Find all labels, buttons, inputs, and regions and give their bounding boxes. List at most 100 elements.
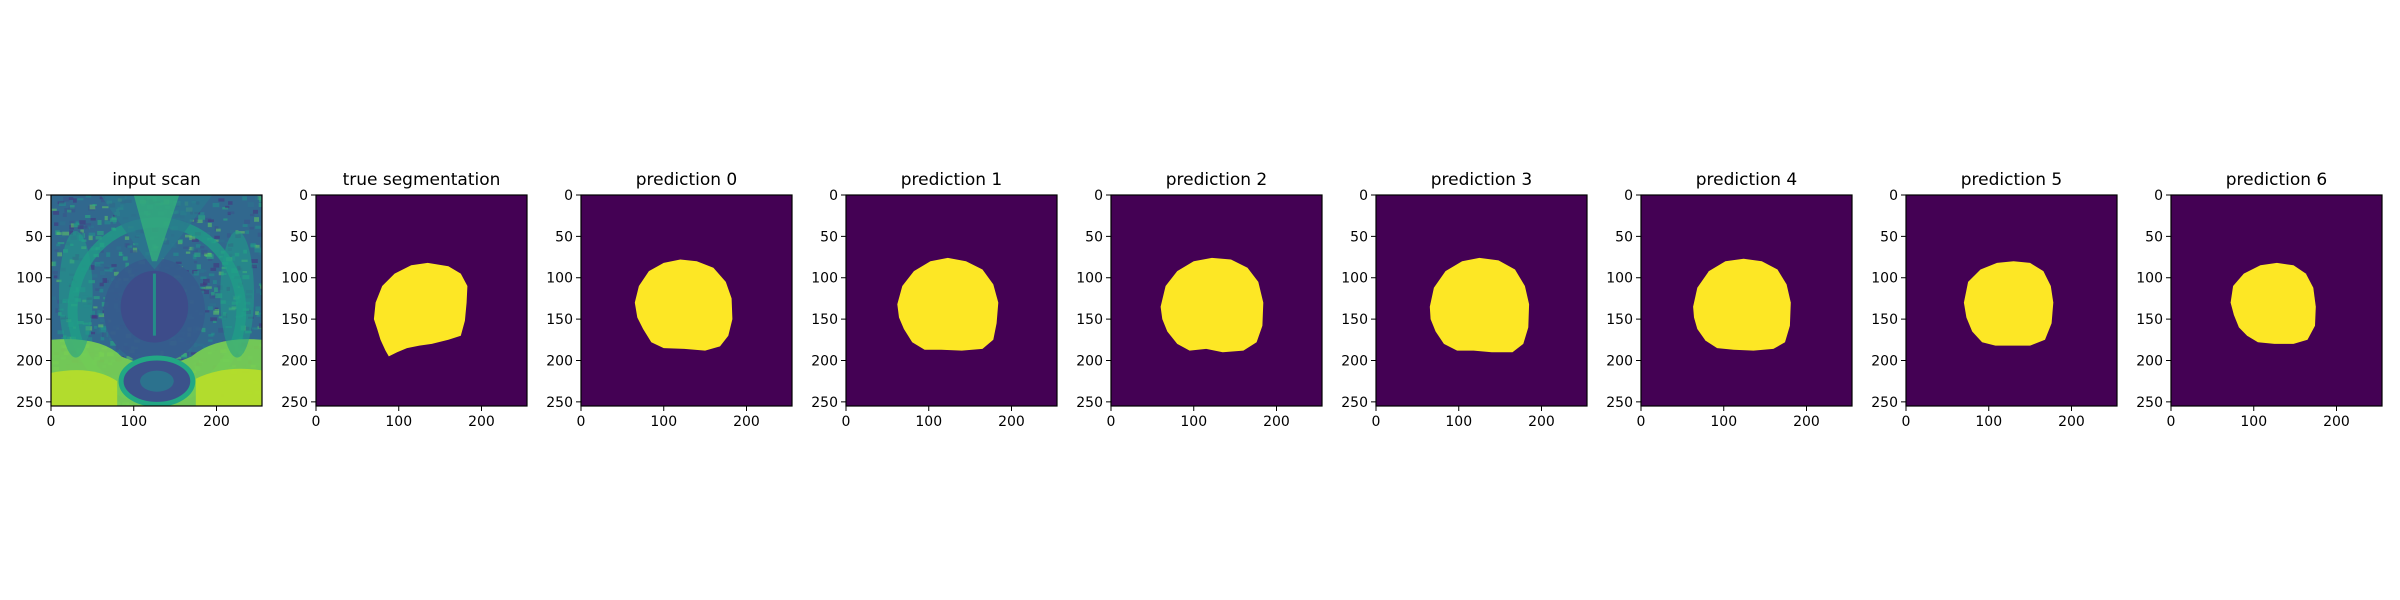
- panel-image: [1376, 195, 1587, 406]
- y-tick-label: 150: [2136, 312, 2163, 328]
- axes-frame: [1110, 194, 1323, 407]
- y-tick-label: 150: [16, 312, 43, 328]
- y-tick-label: 100: [811, 271, 838, 287]
- segmentation-mask: [2230, 262, 2316, 344]
- panel-title: prediction 1: [901, 170, 1003, 190]
- y-tick-label: 100: [1341, 271, 1368, 287]
- panel-image: [1641, 195, 1852, 406]
- y-tick-label: 250: [1341, 395, 1368, 411]
- axes-frame: [1640, 194, 1853, 407]
- x-tick-label: 200: [2058, 414, 2085, 430]
- x-tick-label: 100: [1975, 414, 2002, 430]
- panel-title: prediction 0: [636, 170, 738, 190]
- axes-frame: [2170, 194, 2383, 407]
- x-tick-label: 200: [1528, 414, 1555, 430]
- y-tick-label: 250: [2136, 395, 2163, 411]
- segmentation-mask: [1693, 258, 1791, 351]
- y-tick-label: 100: [1871, 271, 1898, 287]
- y-tick-label: 200: [2136, 353, 2163, 369]
- panel-image: [1111, 195, 1322, 406]
- y-tick-label: 100: [16, 271, 43, 287]
- panel-title: prediction 6: [2226, 170, 2328, 190]
- y-tick-label: 100: [281, 271, 308, 287]
- y-tick-label: 50: [1880, 229, 1898, 245]
- y-tick-label: 50: [1350, 229, 1368, 245]
- panel-title: prediction 4: [1696, 170, 1798, 190]
- y-tick-label: 200: [1076, 353, 1103, 369]
- y-tick-label: 200: [811, 353, 838, 369]
- segmentation-mask: [1160, 257, 1264, 353]
- y-tick-label: 250: [1076, 395, 1103, 411]
- panel-image: [1906, 195, 2117, 406]
- panel-title: prediction 5: [1961, 170, 2063, 190]
- y-tick-label: 200: [1341, 353, 1368, 369]
- x-tick-label: 100: [1180, 414, 1207, 430]
- x-tick-label: 0: [47, 414, 56, 430]
- panel-title: prediction 3: [1431, 170, 1533, 190]
- x-tick-label: 0: [1637, 414, 1646, 430]
- y-tick-label: 150: [281, 312, 308, 328]
- y-tick-label: 150: [1341, 312, 1368, 328]
- y-tick-label: 200: [1871, 353, 1898, 369]
- y-tick-label: 250: [1871, 395, 1898, 411]
- axes-frame: [50, 194, 263, 407]
- axes-frame: [580, 194, 793, 407]
- y-tick-label: 250: [16, 395, 43, 411]
- x-tick-label: 200: [1263, 414, 1290, 430]
- x-tick-label: 0: [312, 414, 321, 430]
- axes-frame: [1905, 194, 2118, 407]
- y-tick-label: 0: [564, 188, 573, 204]
- segmentation-mask: [634, 259, 733, 351]
- x-tick-label: 0: [1902, 414, 1911, 430]
- x-tick-label: 200: [1793, 414, 1820, 430]
- x-tick-label: 0: [1372, 414, 1381, 430]
- y-tick-label: 150: [1871, 312, 1898, 328]
- y-tick-label: 150: [811, 312, 838, 328]
- x-tick-label: 200: [998, 414, 1025, 430]
- x-tick-label: 200: [2323, 414, 2350, 430]
- y-tick-label: 250: [281, 395, 308, 411]
- y-tick-label: 200: [546, 353, 573, 369]
- x-tick-label: 100: [120, 414, 147, 430]
- x-tick-label: 100: [1710, 414, 1737, 430]
- segmentation-mask: [373, 262, 468, 357]
- y-tick-label: 0: [34, 188, 43, 204]
- y-tick-label: 250: [811, 395, 838, 411]
- y-tick-label: 0: [1359, 188, 1368, 204]
- segmentation-mask: [1429, 257, 1530, 353]
- axes-frame: [845, 194, 1058, 407]
- y-tick-label: 150: [1606, 312, 1633, 328]
- panel-title: true segmentation: [343, 170, 501, 190]
- y-tick-label: 50: [2145, 229, 2163, 245]
- y-tick-label: 250: [546, 395, 573, 411]
- x-tick-label: 100: [385, 414, 412, 430]
- y-tick-label: 250: [1606, 395, 1633, 411]
- x-tick-label: 0: [842, 414, 851, 430]
- y-tick-label: 100: [2136, 271, 2163, 287]
- y-tick-label: 200: [1606, 353, 1633, 369]
- y-tick-label: 50: [1615, 229, 1633, 245]
- y-tick-label: 0: [1624, 188, 1633, 204]
- y-tick-label: 0: [1889, 188, 1898, 204]
- panel-title: input scan: [112, 170, 201, 190]
- y-tick-label: 200: [281, 353, 308, 369]
- y-tick-label: 100: [1076, 271, 1103, 287]
- x-tick-label: 100: [915, 414, 942, 430]
- axes-frame: [315, 194, 528, 407]
- segmentation-mask: [1963, 261, 2054, 346]
- x-tick-label: 200: [203, 414, 230, 430]
- panel-image: [51, 195, 262, 406]
- y-tick-label: 150: [546, 312, 573, 328]
- x-tick-label: 200: [733, 414, 760, 430]
- x-tick-label: 0: [2167, 414, 2176, 430]
- x-tick-label: 0: [1107, 414, 1116, 430]
- y-tick-label: 50: [1085, 229, 1103, 245]
